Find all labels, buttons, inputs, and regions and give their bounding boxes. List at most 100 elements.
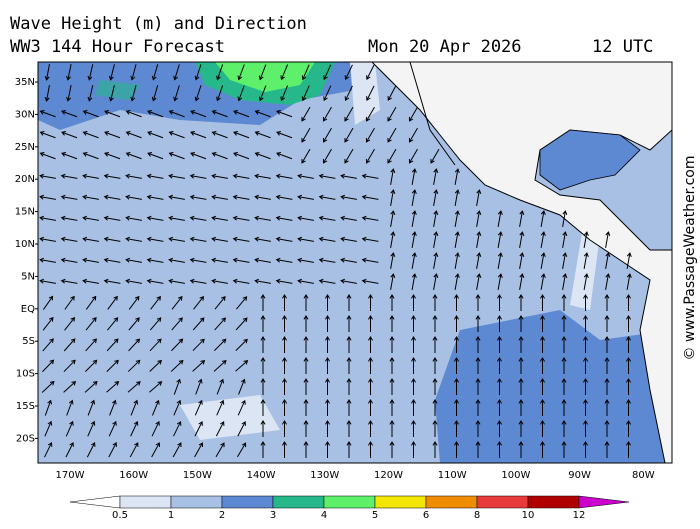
arrow <box>344 148 354 164</box>
arrow <box>60 278 78 284</box>
arrow <box>583 273 589 290</box>
arrow <box>432 399 438 416</box>
colorbar-label: 10 <box>522 510 535 521</box>
lat-label: 15N <box>15 207 35 218</box>
arrow <box>318 236 336 242</box>
lat-label: 30N <box>15 109 35 120</box>
arrow <box>368 441 373 458</box>
arrow <box>125 131 142 139</box>
arrow <box>108 420 117 437</box>
arrow <box>389 357 395 374</box>
colorbar-label: 8 <box>474 510 480 521</box>
arrow <box>61 131 78 139</box>
arrow <box>411 189 417 206</box>
arrow <box>583 399 588 416</box>
arrow <box>318 278 336 284</box>
arrow <box>215 442 225 458</box>
arrow <box>303 315 309 332</box>
arrow <box>433 273 439 290</box>
arrow <box>106 381 120 393</box>
arrow <box>303 378 309 395</box>
arrow <box>232 278 250 284</box>
arrow <box>325 336 330 353</box>
arrow <box>237 399 246 416</box>
arrow <box>66 64 72 81</box>
arrow <box>475 420 481 437</box>
arrow <box>194 420 203 437</box>
arrow <box>297 236 314 242</box>
arrow <box>189 257 207 263</box>
arrow <box>301 64 310 81</box>
arrow <box>368 336 373 353</box>
arrow <box>368 420 373 437</box>
arrow <box>475 441 481 458</box>
colorbar-label: 6 <box>423 510 429 521</box>
arrow <box>303 420 309 437</box>
arrow <box>125 257 142 263</box>
arrow <box>583 441 588 458</box>
arrow <box>561 378 567 395</box>
watermark: © www.PassageWeather.com <box>682 155 698 360</box>
arrow <box>275 215 293 221</box>
arrow <box>235 317 248 331</box>
arrow <box>318 257 336 263</box>
arrow <box>390 168 396 185</box>
arrow <box>254 194 271 200</box>
arrow <box>604 357 610 374</box>
lon-label: 120W <box>374 470 403 481</box>
arrow <box>195 378 203 395</box>
arrow <box>276 131 293 139</box>
arrow <box>605 252 611 269</box>
arrow <box>104 110 121 118</box>
arrow <box>173 64 180 81</box>
arrow <box>146 257 164 263</box>
arrow <box>519 273 525 290</box>
arrow <box>325 357 330 374</box>
arrow <box>389 378 395 395</box>
colorbar-under <box>69 495 121 509</box>
arrow <box>368 399 373 416</box>
colorbar-label: 0.5 <box>112 510 128 521</box>
arrow <box>561 420 567 437</box>
arrow <box>387 106 397 122</box>
arrow <box>390 273 396 290</box>
arrow <box>86 442 96 458</box>
arrow <box>297 257 314 263</box>
arrow <box>254 236 271 242</box>
arrow <box>44 64 50 81</box>
arrow <box>41 380 55 393</box>
arrow <box>128 317 140 331</box>
arrow <box>170 359 184 372</box>
arrow <box>432 315 438 332</box>
arrow <box>258 85 267 102</box>
arrow <box>103 215 121 221</box>
arrow <box>128 295 140 310</box>
arrow <box>232 257 250 263</box>
arrow <box>84 380 98 393</box>
arrow <box>146 215 164 221</box>
arrow <box>236 296 248 310</box>
arrow <box>87 399 96 416</box>
arrow <box>125 278 142 284</box>
arrow <box>562 231 568 248</box>
arrow <box>411 252 417 269</box>
arrow <box>211 173 228 179</box>
arrow <box>411 273 417 290</box>
arrow <box>519 252 525 269</box>
arrow <box>149 381 163 393</box>
arrow <box>518 294 524 311</box>
arrow <box>583 252 589 269</box>
arrow <box>604 441 610 458</box>
arrow <box>44 399 52 416</box>
arrow <box>235 360 249 372</box>
arrow <box>368 357 373 374</box>
arrow <box>258 64 267 81</box>
colorbar-segment <box>527 495 580 509</box>
arrow <box>361 194 379 200</box>
arrow <box>626 378 631 395</box>
arrow <box>389 399 395 416</box>
arrow <box>561 357 567 374</box>
time: 12 UTC <box>592 37 653 57</box>
arrow <box>433 252 439 269</box>
arrow <box>605 273 611 290</box>
